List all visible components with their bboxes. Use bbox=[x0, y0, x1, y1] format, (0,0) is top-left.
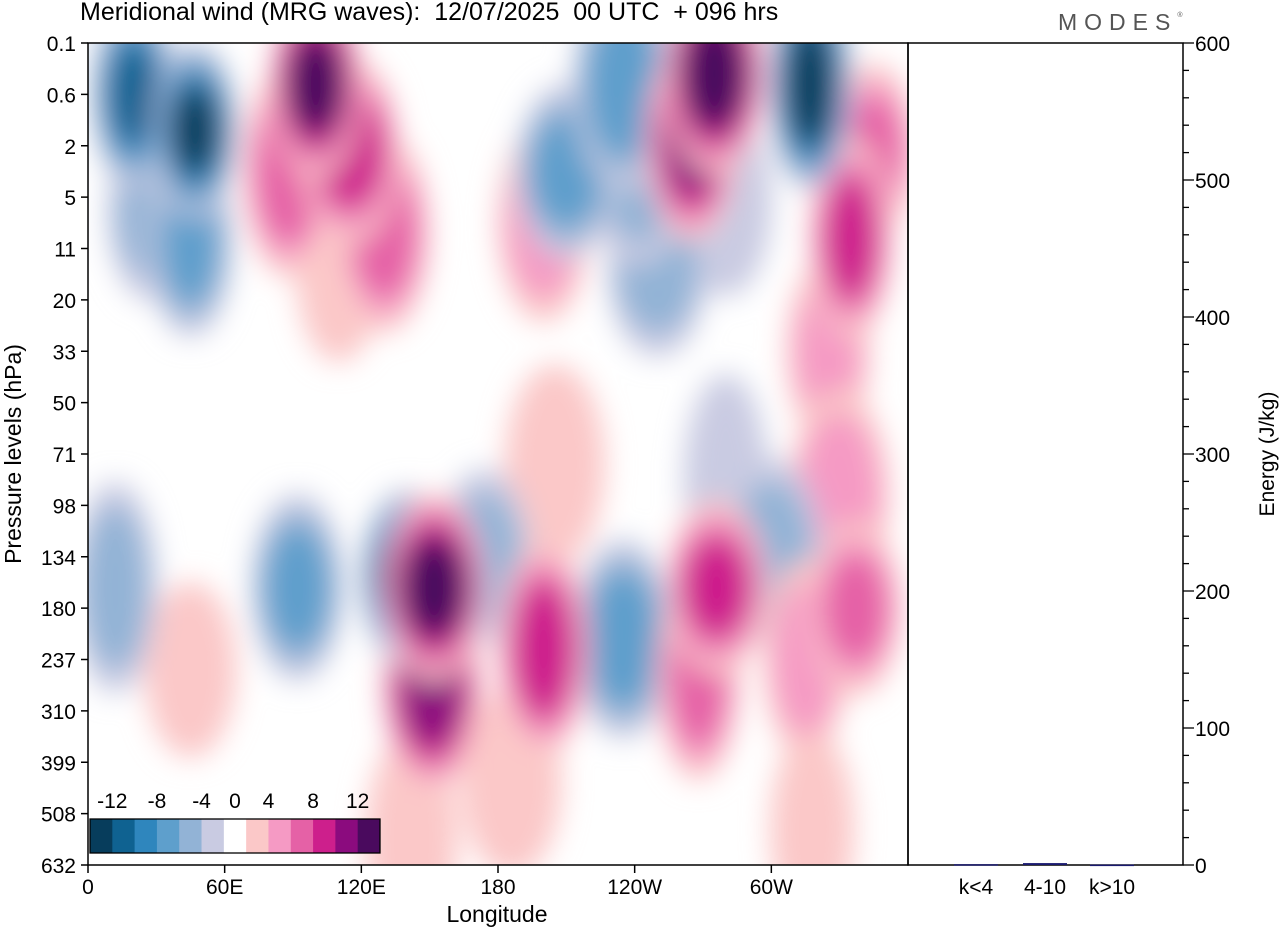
field-contour bbox=[289, 43, 343, 132]
colorbar-swatch bbox=[156, 819, 180, 853]
colorbar-swatch bbox=[335, 819, 359, 853]
energy-category-label: k<4 bbox=[959, 876, 994, 899]
x-axis-label: Longitude bbox=[446, 901, 547, 927]
field-contour bbox=[266, 528, 330, 648]
field-contour bbox=[403, 540, 465, 635]
energy-bars: k<4 4-10 k>10 bbox=[954, 863, 1135, 899]
colorbar-swatch bbox=[201, 819, 225, 853]
colorbar-swatch bbox=[223, 819, 247, 853]
colorbar-swatch bbox=[290, 819, 314, 853]
y-tick-label: 33 bbox=[53, 341, 76, 364]
colorbar-swatch bbox=[313, 819, 336, 853]
x-tick-label: 180 bbox=[480, 876, 515, 899]
field-contour bbox=[110, 44, 157, 145]
field-contour bbox=[587, 43, 659, 156]
energy-tick-label: 600 bbox=[1195, 33, 1230, 56]
field-contour bbox=[88, 505, 148, 670]
field-contour bbox=[787, 43, 833, 144]
energy-tick-label: 200 bbox=[1195, 581, 1230, 604]
colorbar-swatch bbox=[357, 819, 381, 853]
colorbar-label: 0 bbox=[229, 790, 241, 813]
field-contour bbox=[172, 89, 218, 172]
colorbar-swatch bbox=[179, 819, 202, 853]
y-tick-label: 180 bbox=[41, 598, 76, 621]
energy-tick-label: 0 bbox=[1195, 855, 1207, 878]
colorbar-label: 4 bbox=[263, 790, 275, 813]
wind-field bbox=[88, 43, 908, 865]
energy-axis-label: Energy (J/kg) bbox=[1256, 392, 1279, 517]
y-tick-label: 632 bbox=[41, 855, 76, 878]
x-tick-label: 0 bbox=[82, 876, 94, 899]
energy-category-label: k>10 bbox=[1089, 876, 1135, 899]
y-tick-label: 20 bbox=[53, 290, 76, 313]
y-tick-label: 0.1 bbox=[47, 33, 76, 56]
field-contour bbox=[684, 43, 745, 127]
energy-axis: 0 100 200 300 400 500 600 bbox=[1183, 33, 1230, 878]
field-contour bbox=[824, 554, 888, 662]
energy-tick-label: 300 bbox=[1195, 444, 1230, 467]
colorbar-frame bbox=[89, 818, 381, 854]
colorbar-swatch bbox=[112, 819, 136, 853]
energy-bar bbox=[1090, 864, 1134, 867]
pressure-axis: 0.1 0.6 2 5 11 20 33 50 71 98 134 180 237 310 399 508 63… bbox=[41, 33, 88, 878]
modes-logo: MODES® bbox=[1058, 9, 1183, 35]
y-tick-label: 0.6 bbox=[47, 84, 76, 107]
x-tick-label: 60E bbox=[206, 876, 243, 899]
colorbar-swatch bbox=[268, 819, 292, 853]
energy-bar bbox=[1023, 863, 1067, 865]
colorbar-label: 8 bbox=[307, 790, 319, 813]
x-tick-label: 60W bbox=[750, 876, 793, 899]
longitude-axis: 0 60E 120E 180 120W 60W bbox=[82, 865, 793, 899]
y-tick-label: 98 bbox=[53, 495, 76, 518]
y-tick-label: 5 bbox=[64, 187, 76, 210]
colorbar-label: 12 bbox=[346, 790, 369, 813]
field-contour bbox=[514, 583, 573, 715]
y-tick-label: 71 bbox=[53, 444, 76, 467]
colorbar-label: -12 bbox=[97, 790, 127, 813]
energy-tick-label: 100 bbox=[1195, 718, 1230, 741]
chart-title: Meridional wind (MRG waves): 12/07/2025 … bbox=[80, 0, 779, 26]
energy-category-label: 4-10 bbox=[1024, 876, 1066, 899]
field-contour bbox=[826, 178, 877, 298]
y-tick-label: 2 bbox=[64, 136, 76, 159]
colorbar-swatch bbox=[246, 819, 269, 853]
y-tick-label: 11 bbox=[54, 239, 76, 262]
field-contour bbox=[587, 573, 659, 705]
field-contour bbox=[504, 364, 605, 565]
colorbar: -12 -8 -4 0 4 8 12 bbox=[89, 790, 381, 854]
field-contour bbox=[770, 729, 855, 865]
energy-plot-frame bbox=[907, 42, 1184, 866]
colorbar-label: -8 bbox=[148, 790, 167, 813]
x-tick-label: 120E bbox=[337, 876, 386, 899]
energy-bar bbox=[954, 864, 998, 866]
y-tick-label: 508 bbox=[41, 804, 76, 827]
x-tick-label: 120W bbox=[607, 876, 662, 899]
energy-tick-label: 500 bbox=[1195, 170, 1230, 193]
y-tick-label: 237 bbox=[41, 650, 76, 673]
energy-tick-label: 400 bbox=[1195, 307, 1230, 330]
colorbar-label: -4 bbox=[192, 790, 211, 813]
colorbar-swatch bbox=[134, 819, 158, 853]
y-tick-label: 134 bbox=[41, 547, 76, 570]
colorbar-swatch bbox=[90, 819, 113, 853]
field-contour bbox=[144, 581, 237, 758]
field-contour bbox=[683, 540, 750, 636]
y-axis-label: Pressure levels (hPa) bbox=[0, 344, 26, 564]
y-tick-label: 399 bbox=[41, 752, 76, 775]
y-tick-label: 310 bbox=[41, 701, 76, 724]
y-tick-label: 50 bbox=[53, 393, 76, 416]
